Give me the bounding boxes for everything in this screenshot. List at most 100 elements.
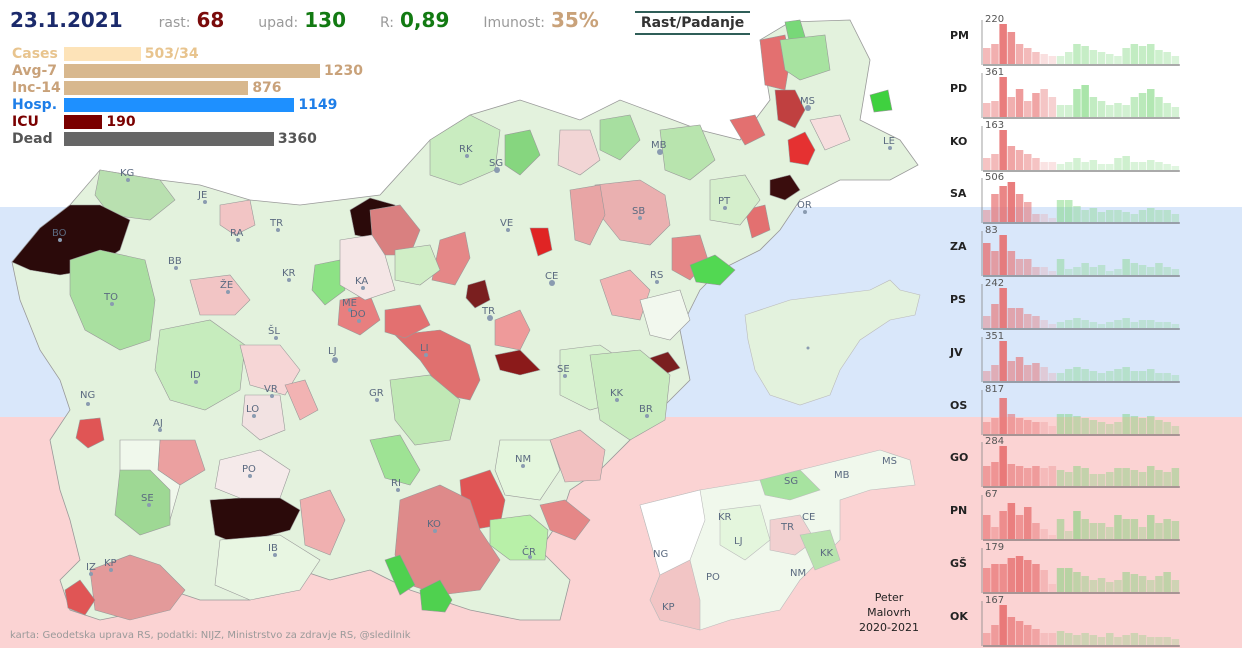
municipality-shape[interactable]	[729, 114, 766, 146]
municipality-shape[interactable]	[219, 199, 256, 236]
sparkline-bar	[1138, 634, 1147, 645]
municipality-shape[interactable]	[594, 179, 671, 246]
municipality-shape[interactable]	[557, 129, 601, 176]
municipality-shape[interactable]	[89, 554, 186, 621]
municipality-shape[interactable]	[709, 174, 761, 226]
sparkline-bar	[1089, 419, 1098, 434]
sparkline-bar	[1040, 320, 1048, 328]
sparkline-region-label: PM	[950, 29, 970, 42]
municipality-shape[interactable]	[214, 534, 321, 601]
municipality-shape[interactable]	[744, 204, 771, 239]
sparkline-bar	[1007, 616, 1016, 645]
municipality-shape[interactable]	[419, 579, 453, 613]
sparkline-bar	[1155, 161, 1163, 170]
sparkline-bar	[1056, 259, 1065, 276]
municipality-shape[interactable]	[214, 449, 291, 499]
municipality-shape[interactable]	[299, 489, 346, 556]
municipality-shape[interactable]	[774, 89, 806, 129]
municipality-shape[interactable]	[75, 417, 105, 449]
svg-text:KG: KG	[120, 168, 134, 179]
stat-hosp-label: Hosp.	[12, 97, 58, 113]
municipality-shape[interactable]	[809, 114, 851, 151]
sparkline-bar	[1097, 421, 1106, 434]
municipality-shape[interactable]	[384, 304, 431, 339]
municipality-shape[interactable]	[869, 89, 893, 113]
sparkline-bar	[1015, 308, 1024, 328]
inset-map-regions	[744, 279, 921, 406]
rast-padanje-toggle[interactable]: Rast/Padanje	[634, 11, 751, 35]
municipality-shape[interactable]	[154, 319, 246, 411]
municipality-shape[interactable]	[241, 394, 286, 441]
sparkline-bar	[1155, 372, 1163, 381]
municipality-shape[interactable]	[465, 279, 491, 309]
sparkline-chart	[981, 548, 1180, 594]
municipality-shape[interactable]	[94, 169, 176, 221]
sparkline-bar	[1065, 368, 1073, 381]
municipality-shape[interactable]	[394, 244, 441, 286]
municipality-shape[interactable]	[394, 329, 481, 401]
municipality-shape[interactable]	[189, 274, 251, 316]
sparkline-bar	[1147, 636, 1155, 645]
sparkline-10: GŠ 179	[940, 542, 1230, 594]
municipality-shape[interactable]	[114, 469, 171, 536]
municipality-shape[interactable]	[489, 514, 549, 561]
sparkline-bar	[991, 564, 999, 592]
municipality-shape[interactable]	[689, 254, 736, 286]
sparkline-bar	[1106, 210, 1114, 223]
municipality-shape[interactable]	[549, 429, 606, 483]
municipality-shape[interactable]	[494, 349, 541, 376]
municipality-shape[interactable]	[659, 124, 716, 181]
municipality-shape[interactable]	[787, 131, 816, 166]
sparkline-bar	[1147, 159, 1155, 170]
municipality-shape[interactable]	[64, 579, 96, 616]
municipality-shape[interactable]	[389, 374, 461, 446]
municipality-shape[interactable]	[339, 234, 396, 301]
municipality-shape[interactable]	[639, 289, 691, 341]
municipality-shape[interactable]	[239, 344, 301, 396]
municipality-shape[interactable]	[494, 439, 561, 501]
municipality-shape[interactable]	[769, 174, 801, 201]
sparkline-5: PS 242	[940, 278, 1230, 330]
signature-surname: Malovrh	[867, 606, 911, 619]
municipality-shape[interactable]	[599, 114, 641, 161]
sparkline-bar	[1040, 632, 1048, 645]
municipality-shape[interactable]	[504, 129, 541, 176]
sparkline-1: PD 361	[940, 67, 1230, 119]
municipality-shape[interactable]	[589, 349, 671, 441]
municipality-shape[interactable]	[494, 309, 531, 351]
municipality-shape[interactable]	[311, 259, 346, 306]
sparkline-bar	[1097, 523, 1106, 540]
svg-text:ID: ID	[190, 370, 201, 381]
sparkline-bar	[991, 462, 999, 487]
sparkline-bar	[1048, 56, 1057, 64]
municipality-shape[interactable]	[384, 554, 416, 596]
sparkline-bar	[1114, 368, 1122, 381]
municipality-shape[interactable]	[69, 249, 156, 351]
svg-text:SB: SB	[632, 206, 645, 217]
municipality-shape[interactable]	[539, 499, 591, 541]
sparkline-bar	[991, 624, 999, 645]
sparkline-bar	[1171, 580, 1180, 592]
sparkline-peak-value: 220	[985, 14, 1005, 25]
sparkline-peak-value: 817	[985, 383, 1005, 395]
sparkline-bar	[1097, 474, 1106, 487]
sparkline-chart	[981, 125, 1180, 172]
sparkline-bar	[983, 102, 991, 117]
stat-dead: Dead 3360	[12, 131, 317, 147]
sparkline-bar	[999, 288, 1007, 328]
municipality-shape[interactable]	[779, 34, 831, 81]
stat-cases-value: 503/34	[144, 46, 199, 62]
municipality-shape[interactable]	[284, 379, 319, 421]
sparkline-bar	[999, 235, 1007, 276]
credit-line: karta: Geodetska uprava RS, podatki: NIJ…	[10, 630, 411, 641]
municipality-shape[interactable]	[569, 184, 606, 246]
sparkline-region-label: GO	[950, 451, 969, 465]
sparkline-bar	[1138, 320, 1147, 328]
sparkline-bar	[1056, 56, 1065, 64]
municipality-shape[interactable]	[529, 227, 553, 257]
sparkline-bar	[1097, 324, 1106, 328]
municipality-shape[interactable]	[369, 434, 421, 486]
sparkline-bar	[1147, 415, 1155, 434]
sparkline-bar	[1032, 316, 1040, 328]
sparkline-bar	[983, 210, 991, 223]
